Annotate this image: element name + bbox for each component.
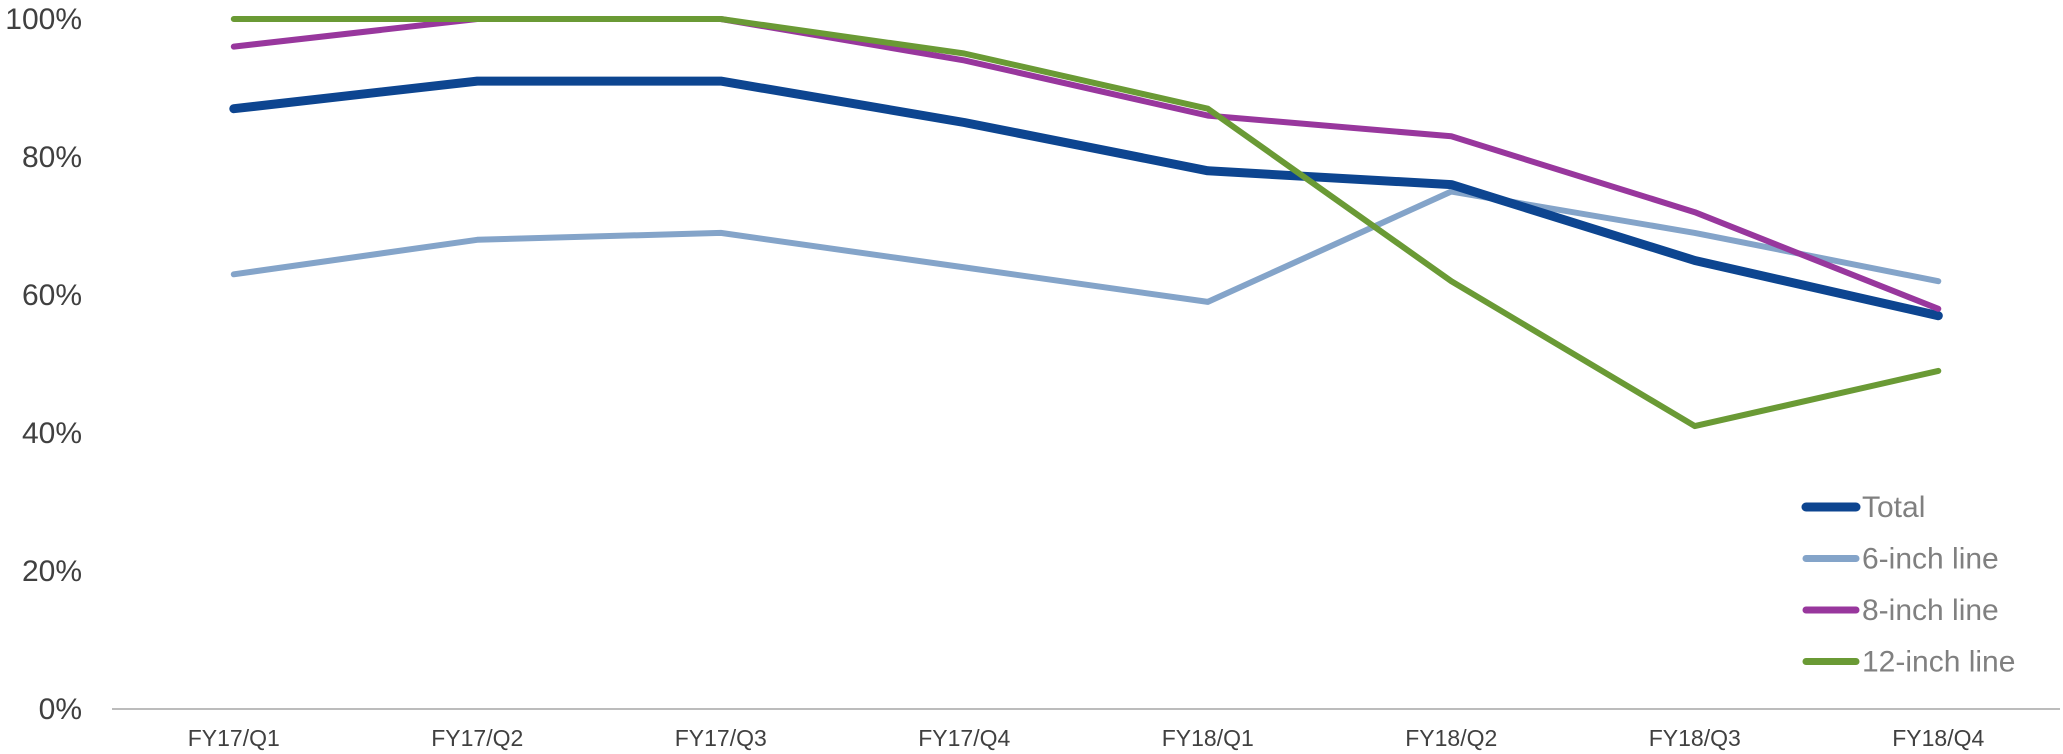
x-axis: FY17/Q1 FY17/Q2 FY17/Q3 FY17/Q4 FY18/Q1 FY18/…: [188, 725, 1985, 751]
y-tick-label: 60%: [22, 279, 82, 312]
x-tick-label: FY18/Q4: [1892, 725, 1984, 751]
legend-label: Total: [1862, 491, 1925, 524]
x-tick-label: FY18/Q3: [1649, 725, 1741, 751]
y-tick-label: 40%: [22, 417, 82, 450]
legend: Total 6-inch line 8-inch line 12-inch line: [1801, 491, 2015, 679]
y-tick-label: 80%: [22, 141, 82, 174]
legend-label: 8-inch line: [1862, 594, 1999, 627]
series-layer: [229, 16, 1943, 430]
y-axis: 0% 20% 40% 60% 80% 100%: [5, 3, 82, 726]
x-tick-label: FY17/Q3: [675, 725, 767, 751]
series-line-8-inch-line: [230, 16, 1942, 312]
series-line-total: [229, 76, 1943, 321]
x-tick-label: FY17/Q1: [188, 725, 280, 751]
y-tick-label: 100%: [5, 3, 82, 36]
legend-label: 6-inch line: [1862, 543, 1999, 576]
series-line-6-inch-line: [230, 188, 1942, 305]
legend-label: 12-inch line: [1862, 646, 2015, 679]
x-tick-label: FY17/Q2: [431, 725, 523, 751]
y-tick-label: 0%: [39, 693, 82, 726]
x-tick-label: FY18/Q2: [1405, 725, 1497, 751]
x-tick-label: FY17/Q4: [918, 725, 1010, 751]
y-tick-label: 20%: [22, 555, 82, 588]
x-tick-label: FY18/Q1: [1162, 725, 1254, 751]
series-line-12-inch-line: [230, 16, 1942, 430]
